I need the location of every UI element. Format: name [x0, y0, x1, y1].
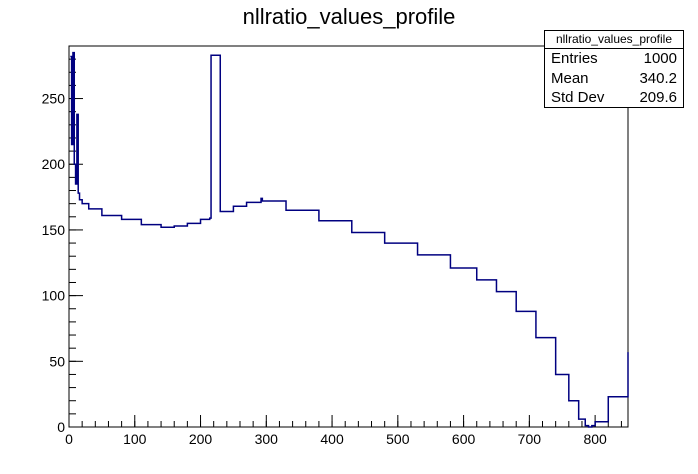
stats-label: Entries — [551, 50, 598, 67]
y-axis: 0 50 100 150 200 250 — [42, 45, 83, 435]
stats-value: 340.2 — [639, 69, 677, 87]
x-axis: 0 100 200 300 400 500 600 700 800 — [65, 415, 622, 447]
stats-value: 209.6 — [639, 89, 677, 106]
stats-box-title: nllratio_values_profile — [545, 31, 683, 49]
y-tick-label: 100 — [42, 288, 66, 304]
y-tick-label: 50 — [49, 353, 65, 369]
x-tick-label: 300 — [255, 431, 279, 447]
x-tick-label: 600 — [452, 431, 476, 447]
y-tick-label: 0 — [57, 419, 65, 435]
x-tick-label: 700 — [518, 431, 542, 447]
stats-row-entries: Entries 1000 — [545, 49, 683, 69]
stats-row-stddev: Std Dev 209.6 — [545, 88, 683, 108]
x-tick-label: 0 — [65, 431, 73, 447]
stats-label: Mean — [551, 69, 589, 87]
x-tick-label: 200 — [189, 431, 213, 447]
series-line — [70, 51, 629, 428]
y-tick-label: 200 — [42, 156, 66, 172]
y-tick-label: 150 — [42, 222, 66, 238]
chart-title: nllratio_values_profile — [243, 4, 456, 29]
plot-frame — [68, 45, 629, 428]
x-tick-label: 500 — [386, 431, 410, 447]
stats-label: Std Dev — [551, 89, 605, 106]
series-layer — [70, 51, 629, 428]
x-tick-label: 800 — [583, 431, 607, 447]
stats-value: 1000 — [643, 50, 677, 67]
x-tick-label: 400 — [320, 431, 344, 447]
stats-row-mean: Mean 340.2 — [545, 69, 683, 89]
x-tick-label: 100 — [123, 431, 147, 447]
stats-box: nllratio_values_profile Entries 1000 Mea… — [544, 30, 684, 108]
y-tick-label: 250 — [42, 91, 66, 107]
